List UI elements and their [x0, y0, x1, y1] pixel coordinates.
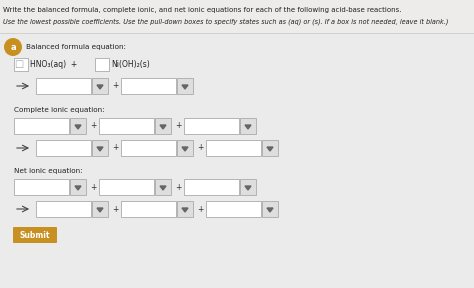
Bar — [177, 140, 193, 156]
Bar — [92, 201, 108, 217]
Polygon shape — [245, 186, 251, 190]
Text: +: + — [90, 122, 96, 130]
Text: +: + — [112, 82, 118, 90]
Bar — [177, 78, 193, 94]
Text: □: □ — [14, 58, 23, 69]
Bar — [36, 140, 91, 156]
FancyBboxPatch shape — [13, 227, 57, 243]
Polygon shape — [182, 147, 188, 151]
Text: +: + — [175, 122, 182, 130]
Bar — [70, 179, 86, 195]
Text: +: + — [90, 183, 96, 192]
Bar — [262, 201, 278, 217]
Bar — [206, 140, 261, 156]
Text: +: + — [197, 143, 203, 153]
Polygon shape — [182, 85, 188, 89]
Bar — [0, 33, 474, 288]
Polygon shape — [97, 85, 103, 89]
Bar — [206, 201, 261, 217]
Bar — [92, 140, 108, 156]
Polygon shape — [75, 125, 81, 129]
Bar — [99, 179, 154, 195]
Text: Balanced formula equation:: Balanced formula equation: — [26, 44, 126, 50]
Bar — [121, 201, 176, 217]
Bar — [95, 58, 109, 71]
Text: Submit: Submit — [20, 230, 50, 240]
Bar — [14, 118, 69, 134]
Polygon shape — [160, 125, 166, 129]
Text: Net ionic equation:: Net ionic equation: — [14, 168, 82, 174]
Bar — [155, 118, 171, 134]
Polygon shape — [160, 186, 166, 190]
Text: Ni(OH)₂(s): Ni(OH)₂(s) — [111, 60, 150, 69]
Text: +: + — [112, 204, 118, 213]
Bar — [70, 118, 86, 134]
Polygon shape — [245, 125, 251, 129]
Text: +: + — [175, 183, 182, 192]
Bar — [92, 78, 108, 94]
Text: Complete ionic equation:: Complete ionic equation: — [14, 107, 105, 113]
Bar — [262, 140, 278, 156]
Bar — [240, 118, 256, 134]
Text: HNO₃(aq)  +: HNO₃(aq) + — [30, 60, 77, 69]
Polygon shape — [182, 208, 188, 212]
Bar — [36, 201, 91, 217]
Polygon shape — [267, 147, 273, 151]
Bar — [184, 179, 239, 195]
Text: a: a — [10, 43, 16, 52]
Polygon shape — [75, 186, 81, 190]
Bar — [121, 140, 176, 156]
Bar — [240, 179, 256, 195]
Text: +: + — [197, 204, 203, 213]
Polygon shape — [97, 208, 103, 212]
Bar — [36, 78, 91, 94]
Bar — [99, 118, 154, 134]
Bar — [121, 78, 176, 94]
Bar — [14, 179, 69, 195]
Bar — [155, 179, 171, 195]
Bar — [184, 118, 239, 134]
Circle shape — [4, 38, 22, 56]
Text: +: + — [112, 143, 118, 153]
Bar — [177, 201, 193, 217]
Text: Write the balanced formula, complete ionic, and net ionic equations for each of : Write the balanced formula, complete ion… — [3, 7, 401, 13]
Bar — [14, 58, 28, 71]
Text: Use the lowest possible coefficients. Use the pull-down boxes to specify states : Use the lowest possible coefficients. Us… — [3, 18, 448, 24]
Polygon shape — [97, 147, 103, 151]
Polygon shape — [267, 208, 273, 212]
